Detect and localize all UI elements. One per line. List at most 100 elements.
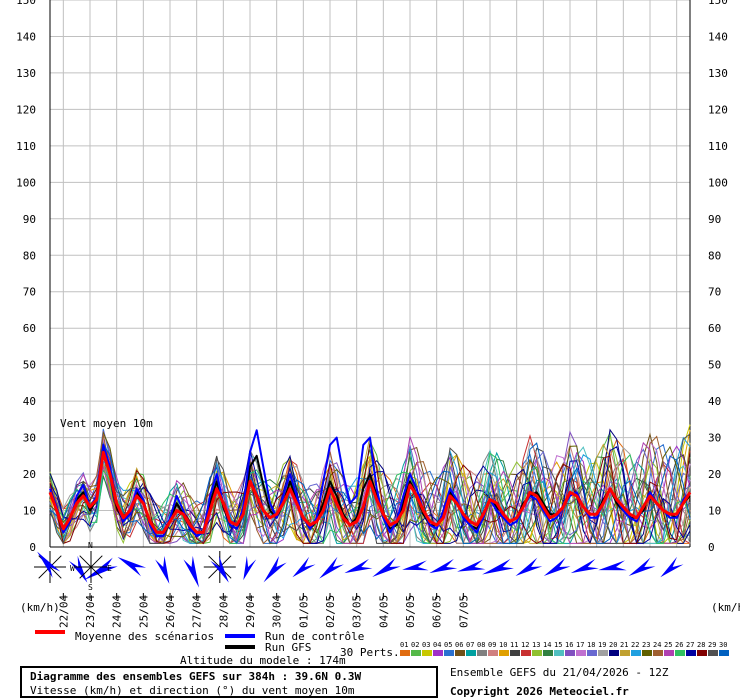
wind-arrow	[598, 560, 627, 571]
y-tick-right: 150	[708, 0, 728, 7]
pert-id-label: 10	[499, 641, 507, 649]
pert-swatch	[554, 650, 564, 656]
wind-arrow	[372, 557, 401, 577]
y-tick-right: 80	[708, 249, 721, 262]
pert-swatch	[532, 650, 542, 656]
wind-arrow	[37, 551, 61, 578]
pert-id-label: 12	[521, 641, 529, 649]
y-tick-right: 40	[708, 395, 721, 408]
wind-arrow	[570, 558, 599, 574]
main-series-lines	[48, 429, 692, 538]
unit-left: (km/h)	[20, 601, 60, 614]
x-date-label: 23/04	[84, 595, 97, 628]
y-tick-right: 110	[708, 140, 728, 153]
pert-swatch	[576, 650, 586, 656]
wind-arrow	[84, 557, 118, 580]
x-date-label: 24/04	[111, 595, 124, 628]
pert-id-label: 23	[642, 641, 650, 649]
pert-swatch	[697, 650, 707, 656]
pert-id-label: 19	[598, 641, 606, 649]
wind-arrow	[117, 557, 147, 577]
x-date-label: 25/04	[137, 595, 150, 628]
pert-swatch	[455, 650, 465, 656]
pert-swatch	[675, 650, 685, 656]
wind-direction-row: N S E W	[34, 541, 684, 592]
legend-gfs-label: Run GFS	[265, 641, 312, 654]
y-tick-left: 130	[16, 67, 36, 80]
pert-swatch	[587, 650, 597, 656]
pert-id-label: 01	[400, 641, 408, 649]
x-date-label: 26/04	[164, 595, 177, 628]
x-date-label: 28/04	[217, 595, 230, 628]
pert-swatch	[499, 650, 509, 656]
pert-swatch	[444, 650, 454, 656]
pert-id-label: 21	[620, 641, 628, 649]
y-tick-left: 20	[23, 468, 36, 481]
altitude-label: Altitude du modele : 174m	[180, 654, 346, 667]
compass-ray	[79, 555, 103, 579]
y-tick-left: 0	[29, 541, 36, 554]
pert-swatch	[477, 650, 487, 656]
pert-id-label: 25	[664, 641, 672, 649]
y-tick-right: 60	[708, 322, 721, 335]
x-date-label: 04/05	[377, 595, 390, 628]
pert-swatch	[433, 650, 443, 656]
perturbation-line-26	[49, 452, 691, 545]
y-tick-right: 70	[708, 286, 721, 299]
wind-arrow	[183, 555, 200, 588]
wind-arrow	[482, 558, 514, 575]
pert-id-label: 20	[609, 641, 617, 649]
pert-id-label: 06	[455, 641, 463, 649]
pert-id-label: 22	[631, 641, 639, 649]
pert-swatch	[653, 650, 663, 656]
legend-control-label: Run de contrôle	[265, 630, 365, 643]
x-date-label: 05/05	[404, 595, 417, 628]
pert-id-label: 14	[543, 641, 551, 649]
pert-id-label: 07	[466, 641, 474, 649]
pert-id-label: 26	[675, 641, 683, 649]
pert-swatch	[400, 650, 410, 656]
compass-w: W	[70, 564, 75, 573]
pert-id-label: 29	[708, 641, 716, 649]
y-tick-left: 80	[23, 249, 36, 262]
pert-swatch	[488, 650, 498, 656]
x-date-label: 22/04	[57, 595, 70, 628]
unit-right: (km/h)	[711, 601, 740, 614]
pert-swatch	[642, 650, 652, 656]
pert-swatch	[521, 650, 531, 656]
pert-id-label: 03	[422, 641, 430, 649]
y-tick-right: 90	[708, 213, 721, 226]
x-date-label: 02/05	[324, 595, 337, 628]
pert-swatch	[620, 650, 630, 656]
wind-arrow	[543, 557, 571, 576]
pert-id-label: 09	[488, 641, 496, 649]
pert-id-label: 11	[510, 641, 518, 649]
wind-arrow	[243, 555, 257, 581]
legend-mean-swatch	[35, 630, 65, 634]
wind-arrow	[344, 558, 373, 574]
legend-control-swatch	[225, 634, 255, 638]
x-date-label: 01/05	[297, 595, 310, 628]
y-tick-left: 90	[23, 213, 36, 226]
series-label: Vent moyen 10m	[60, 417, 153, 430]
wind-arrow	[263, 556, 287, 583]
wind-arrow	[319, 556, 344, 579]
x-date-label: 03/05	[351, 595, 364, 628]
y-tick-left: 70	[23, 286, 36, 299]
pert-swatch	[708, 650, 718, 656]
pert-id-label: 05	[444, 641, 452, 649]
pert-swatch	[466, 650, 476, 656]
wind-arrow	[402, 560, 429, 571]
pert-id-label: 18	[587, 641, 595, 649]
y-tick-right: 20	[708, 468, 721, 481]
pert-id-label: 16	[565, 641, 573, 649]
wind-arrow	[155, 555, 170, 584]
chart-subtitle: Vitesse (km/h) et direction (°) du vent …	[30, 684, 355, 697]
wind-arrow	[628, 557, 656, 576]
pert-id-label: 28	[697, 641, 705, 649]
y-tick-left: 50	[23, 359, 36, 372]
y-tick-left: 60	[23, 322, 36, 335]
wind-arrow	[429, 558, 458, 574]
pert-swatch	[719, 650, 729, 656]
legend-gfs-swatch	[225, 645, 255, 649]
